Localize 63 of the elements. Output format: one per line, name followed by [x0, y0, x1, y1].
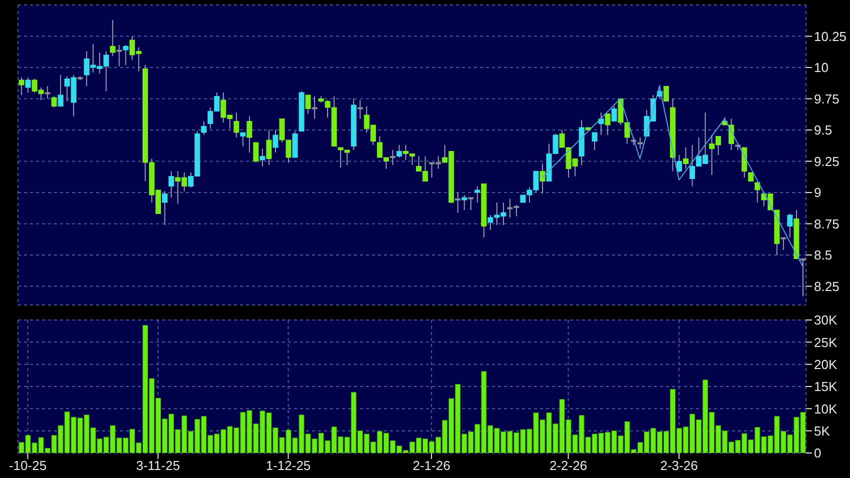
candlestick	[683, 147, 689, 170]
candlestick	[305, 94, 311, 114]
candlestick	[292, 130, 298, 158]
y-tick-label: 5K	[814, 423, 830, 438]
candlestick	[246, 116, 252, 153]
y-tick-label: 10K	[814, 401, 838, 416]
candlestick	[468, 197, 474, 210]
candlestick	[396, 144, 402, 158]
y-tick-label: 10	[814, 60, 828, 76]
y-tick-label: 9.5	[814, 122, 832, 138]
candlestick	[58, 74, 64, 107]
x-tick-label: 2-1-26	[412, 458, 450, 474]
y-tick-label: 10.25	[814, 28, 847, 44]
candlestick	[44, 86, 50, 100]
x-tick-label: 1-12-25	[266, 458, 311, 474]
candlestick	[676, 154, 682, 173]
y-tick-label: 8.75	[814, 216, 840, 232]
candlestick	[754, 182, 760, 203]
candlestick	[272, 130, 278, 153]
candlestick	[592, 132, 598, 150]
candlestick	[260, 148, 266, 167]
candlestick	[116, 44, 122, 67]
candlestick	[787, 213, 793, 238]
candlestick	[462, 194, 468, 210]
candlestick	[240, 132, 246, 147]
y-tick-label: 9.75	[814, 91, 840, 106]
y-tick-label: 9.25	[814, 154, 840, 169]
candlestick	[357, 100, 363, 120]
candlestick	[25, 77, 31, 93]
candlestick	[266, 130, 272, 166]
candlestick	[312, 96, 318, 120]
y-tick-label: 30K	[814, 312, 838, 328]
candlestick	[663, 86, 669, 102]
candlestick	[253, 142, 259, 163]
candlestick	[51, 96, 57, 108]
candlestick	[168, 170, 174, 198]
candlestick	[122, 44, 128, 66]
candlestick	[637, 137, 643, 150]
candlestick	[780, 237, 786, 250]
candlestick	[390, 150, 396, 166]
candlestick	[742, 147, 748, 178]
candlestick	[455, 192, 461, 213]
y-tick-label: 0	[814, 446, 822, 461]
candlestick	[611, 106, 617, 122]
y-tick-label: 15K	[814, 379, 838, 394]
y-tick-label: 25K	[814, 334, 838, 350]
x-tick-label: 2-2-26	[550, 458, 588, 474]
x-tick-label: 3-11-25	[136, 458, 180, 474]
y-tick-label: 20K	[814, 356, 838, 372]
candlestick	[234, 112, 240, 138]
x-tick-label: -10-25	[8, 458, 47, 474]
x-tick-label: 2-3-26	[660, 458, 698, 474]
y-tick-label: 9	[814, 185, 822, 200]
candlestick	[162, 190, 168, 226]
y-tick-label: 8.5	[814, 248, 832, 263]
candlestick	[604, 113, 610, 136]
y-tick-label: 8.25	[814, 278, 840, 294]
candlestick	[201, 120, 207, 136]
candlestick	[540, 163, 546, 194]
candlestick	[800, 258, 806, 297]
candlestick	[18, 77, 24, 96]
candlestick	[474, 186, 480, 203]
candlestick	[110, 20, 116, 57]
